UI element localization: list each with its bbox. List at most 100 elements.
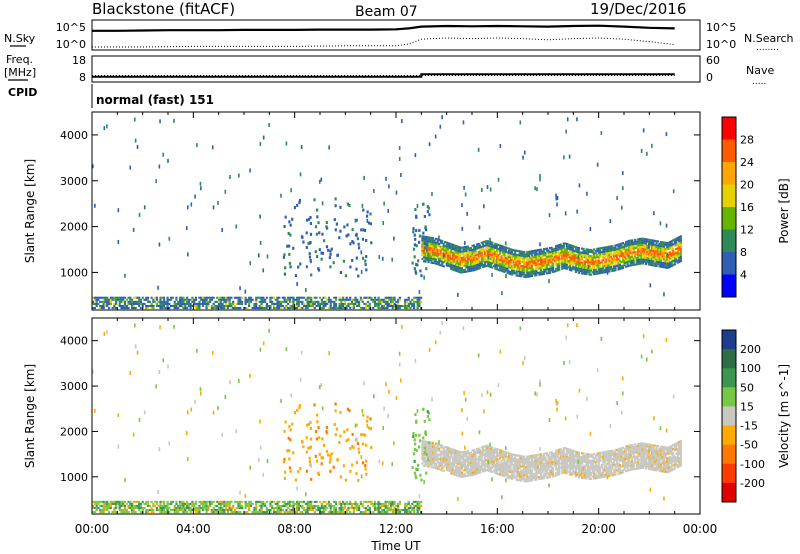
cell <box>448 263 451 266</box>
cell <box>541 467 544 470</box>
cell <box>535 272 538 275</box>
cell <box>517 475 520 478</box>
cell <box>585 273 588 276</box>
cell <box>656 252 660 255</box>
cell <box>637 461 640 464</box>
cell <box>599 255 602 258</box>
cell <box>541 455 544 458</box>
cell <box>422 202 425 206</box>
cell <box>177 300 180 303</box>
cell <box>489 450 492 453</box>
cell <box>658 465 661 468</box>
cell <box>457 458 461 461</box>
cell <box>106 300 109 303</box>
cell <box>564 267 567 270</box>
cell <box>597 460 600 463</box>
cell <box>517 458 520 461</box>
cell <box>532 456 535 459</box>
cell <box>650 264 654 267</box>
cell <box>653 254 657 257</box>
cell <box>582 456 585 459</box>
cell <box>233 296 237 299</box>
cell <box>320 298 323 301</box>
colorbar-segment <box>722 252 736 275</box>
cell <box>462 469 465 472</box>
cell <box>196 143 198 148</box>
cell <box>564 260 567 264</box>
cell <box>580 266 584 269</box>
cell <box>456 468 459 471</box>
cell <box>349 307 352 310</box>
cell <box>652 446 655 449</box>
cell <box>368 296 371 299</box>
cell <box>658 463 661 466</box>
cell <box>279 302 283 305</box>
colorbar-segment <box>722 274 736 298</box>
cell <box>585 475 588 478</box>
cell <box>506 459 509 462</box>
cell <box>641 452 644 455</box>
cell <box>377 304 380 308</box>
cell <box>631 466 634 469</box>
cell <box>462 248 465 251</box>
cell <box>477 253 480 256</box>
cell <box>345 296 348 299</box>
cell <box>549 251 552 254</box>
cell <box>435 248 438 251</box>
cell <box>644 252 647 255</box>
cell <box>652 448 655 451</box>
cell <box>492 252 495 255</box>
cell <box>550 465 553 468</box>
cell <box>640 448 643 451</box>
cell <box>541 258 544 261</box>
cell <box>603 271 606 274</box>
cell <box>404 302 407 305</box>
cell <box>529 264 532 268</box>
cell <box>483 467 486 470</box>
cell <box>667 264 670 267</box>
cell <box>462 269 465 272</box>
cell <box>354 298 357 301</box>
cell <box>583 464 587 468</box>
cell <box>568 256 571 259</box>
cell <box>463 264 467 267</box>
cell <box>649 243 652 246</box>
cell <box>473 455 476 458</box>
cell <box>596 454 599 457</box>
cell <box>679 247 682 250</box>
cell <box>191 296 194 299</box>
cell <box>445 247 448 250</box>
cell <box>463 248 467 251</box>
cell <box>530 275 533 278</box>
cell <box>587 254 590 257</box>
power-colorbar-label: Power [dB] <box>777 178 791 243</box>
cell <box>661 468 664 471</box>
cell <box>527 265 530 268</box>
cell <box>530 456 533 459</box>
cell <box>658 449 661 452</box>
cell <box>480 452 483 455</box>
cell <box>488 244 491 247</box>
cell <box>634 255 637 258</box>
cell <box>425 451 429 454</box>
cell <box>545 462 549 465</box>
cell <box>207 296 210 299</box>
cell <box>441 254 444 257</box>
cell <box>594 260 597 263</box>
cell <box>526 480 529 483</box>
cell <box>486 242 489 245</box>
cell <box>512 468 515 471</box>
cell <box>549 269 552 272</box>
cell <box>500 465 503 469</box>
cell <box>533 456 537 459</box>
cell <box>606 458 609 461</box>
cell <box>477 455 480 458</box>
cell <box>597 249 600 252</box>
cell <box>418 300 421 303</box>
cell <box>175 307 178 310</box>
cell <box>518 250 521 253</box>
cell <box>597 255 600 258</box>
cell <box>568 262 571 265</box>
cell <box>558 450 561 453</box>
cell <box>421 241 424 244</box>
